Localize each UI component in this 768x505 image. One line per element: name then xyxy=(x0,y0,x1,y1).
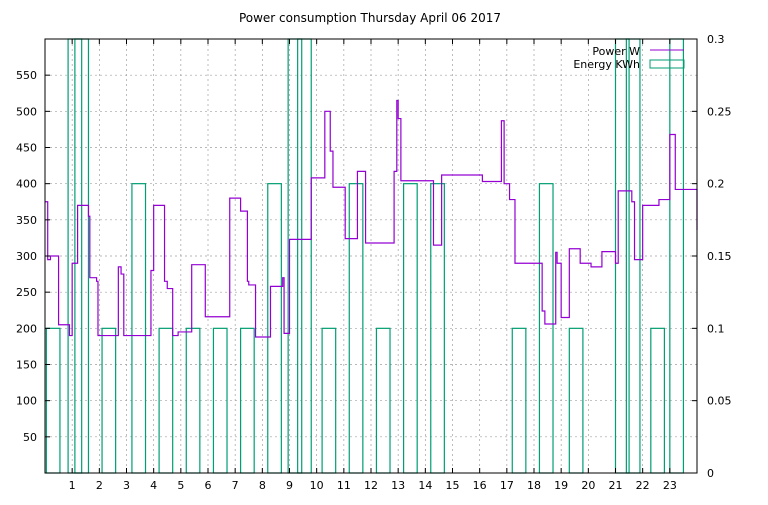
x-tick-label: 15 xyxy=(446,479,460,492)
energy-bar xyxy=(511,327,527,474)
x-tick-label: 19 xyxy=(554,479,568,492)
x-tick-label: 17 xyxy=(500,479,514,492)
y-tick-label: 100 xyxy=(16,395,37,408)
x-tick-label: 22 xyxy=(636,479,650,492)
legend-swatch-energy xyxy=(649,59,685,69)
x-tick-label: 9 xyxy=(286,479,293,492)
y2-tick-label: 0.1 xyxy=(707,322,725,335)
x-tick-label: 4 xyxy=(150,479,157,492)
y-tick-label: 150 xyxy=(16,359,37,372)
x-tick-label: 8 xyxy=(259,479,266,492)
x-tick-label: 12 xyxy=(364,479,378,492)
x-tick-label: 10 xyxy=(310,479,324,492)
chart-title: Power consumption Thursday April 06 2017 xyxy=(239,11,501,25)
x-tick-label: 18 xyxy=(527,479,541,492)
energy-bar xyxy=(625,38,641,474)
y-tick-label: 500 xyxy=(16,105,37,118)
x-tick-label: 23 xyxy=(663,479,677,492)
energy-bar xyxy=(240,327,255,474)
y-tick-label: 200 xyxy=(16,322,37,335)
y-tick-label: 250 xyxy=(16,286,37,299)
y-tick-label: 300 xyxy=(16,250,37,263)
x-tick-label: 7 xyxy=(232,479,239,492)
energy-bar xyxy=(614,38,630,474)
x-tick-label: 16 xyxy=(473,479,487,492)
y2-tick-label: 0.15 xyxy=(707,250,732,263)
y-tick-label: 350 xyxy=(16,214,37,227)
power-series xyxy=(45,99,698,338)
legend-label-power: Power W xyxy=(592,45,640,58)
x-tick-label: 20 xyxy=(581,479,595,492)
y-tick-label: 550 xyxy=(16,69,37,82)
x-tick-label: 5 xyxy=(177,479,184,492)
x-tick-label: 2 xyxy=(96,479,103,492)
energy-bar xyxy=(101,327,117,474)
grid-layer xyxy=(45,39,697,473)
y2-tick-label: 0.3 xyxy=(707,33,725,46)
energy-bar xyxy=(650,327,665,474)
energy-bar xyxy=(297,38,312,474)
y2-tick-label: 0.05 xyxy=(707,395,732,408)
energy-bar xyxy=(375,327,391,474)
y2-tick-label: 0.2 xyxy=(707,178,725,191)
x-tick-label: 21 xyxy=(609,479,623,492)
x-tick-label: 6 xyxy=(205,479,212,492)
energy-bar xyxy=(430,183,445,474)
axis-layer: 1 2 3 4 5 6 7 8 9 10 11 12 13 14 15 16 17 18 19 20 21 22 23501… xyxy=(16,33,732,492)
y2-tick-label: 0 xyxy=(707,467,714,480)
legend-label-energy: Energy KWh xyxy=(573,58,640,71)
x-tick-label: 3 xyxy=(123,479,130,492)
y-tick-label: 50 xyxy=(23,431,37,444)
energy-bar xyxy=(185,327,201,474)
x-tick-label: 1 xyxy=(69,479,76,492)
y2-tick-label: 0.25 xyxy=(707,105,732,118)
energy-bar xyxy=(321,327,337,474)
legend: Power W Energy KWh xyxy=(573,45,685,71)
y-tick-label: 450 xyxy=(16,142,37,155)
x-tick-label: 11 xyxy=(337,479,351,492)
power-line xyxy=(45,99,698,338)
x-tick-label: 14 xyxy=(418,479,432,492)
energy-bar xyxy=(267,183,282,474)
y-tick-label: 400 xyxy=(16,178,37,191)
energy-bar xyxy=(131,183,147,474)
x-tick-label: 13 xyxy=(391,479,405,492)
